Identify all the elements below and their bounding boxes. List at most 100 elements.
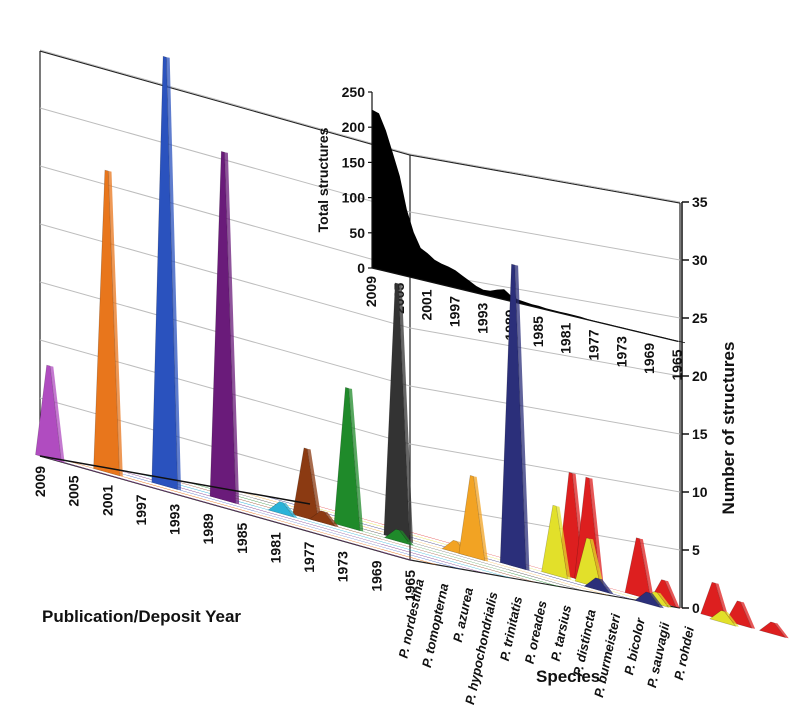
ribbon-p-hypochondrialis — [113, 151, 487, 574]
ribbon-base-p-azurea — [89, 464, 463, 570]
species-label-p-sauvagii: P. sauvagii — [644, 621, 673, 689]
inset-x-tick-label: 1985 — [530, 316, 546, 347]
year-tick-label: 1997 — [133, 494, 149, 525]
ribbon-p-nordestina — [35, 364, 414, 561]
floor-side-edge — [409, 559, 681, 609]
gridline — [39, 339, 681, 493]
peak-p-sauvagii-1957 — [709, 610, 737, 627]
peak-p-bicolor-1979 — [499, 263, 527, 571]
peak-side-p-rohdei — [639, 538, 655, 601]
peak-p-hypochondrialis-1996 — [209, 151, 237, 504]
species-label-p-tarsius: P. tarsius — [548, 604, 574, 663]
ribbon-p-oreades — [162, 447, 536, 583]
peak-side-p-sauvagii — [556, 506, 571, 580]
year-tick-label: 1969 — [368, 560, 384, 591]
gridline — [39, 223, 681, 377]
peak-p-nordestina-2008 — [35, 364, 62, 463]
peak-side-p-oreades — [324, 511, 339, 527]
peak-side-p-bicolor — [514, 265, 530, 571]
year-tick-label: 1977 — [301, 541, 317, 572]
peak-p-burmeisteri-1981 — [458, 475, 486, 562]
inset-x-tick-label: 1981 — [558, 322, 574, 353]
peak-side-p-distincta — [398, 283, 413, 543]
year-tick-label: 1989 — [200, 513, 216, 544]
peak-side-p-rohdei — [740, 601, 756, 629]
ribbon-p-trinitatis — [138, 473, 512, 578]
peak-side-p-bicolor — [649, 592, 664, 609]
value-axis-tick-label: 25 — [692, 310, 708, 326]
peak-side-p-sauvagii — [589, 538, 605, 589]
value-axis-tick-label: 0 — [692, 600, 700, 616]
inset-y-tick-label: 200 — [342, 119, 366, 135]
value-axis-tick-label: 10 — [692, 484, 708, 500]
value-axis-tick-label: 35 — [692, 194, 708, 210]
peak-side-p-rohdei — [664, 580, 680, 608]
inset-x-tick-label: 1997 — [447, 296, 463, 327]
inset-x-tick-label: 1973 — [613, 336, 629, 367]
ribbon-base-p-trinitatis — [138, 473, 512, 578]
peak-side-p-nordestina — [50, 366, 65, 463]
inset-y-tick-label: 150 — [342, 154, 366, 170]
value-axis-tick-label: 30 — [692, 252, 708, 268]
inset-x-tick-label: 2001 — [419, 289, 435, 320]
peak-side-p-rohdei — [774, 622, 789, 639]
value-axis-tick-label: 5 — [692, 542, 700, 558]
peak-p-sauvagii-1977 — [541, 504, 568, 580]
inset-y-tick-label: 0 — [357, 260, 365, 276]
value-axis-tick-label: 20 — [692, 368, 708, 384]
species-ribbons — [35, 55, 789, 639]
peak-p-tomopterna-2004 — [93, 169, 120, 477]
species-label-p-azurea: P. azurea — [450, 586, 476, 643]
peak-side-p-tarsius — [348, 388, 364, 532]
year-tick-label: 1973 — [335, 551, 351, 582]
value-axis-tick-label: 15 — [692, 426, 708, 442]
inset-x-axis — [371, 267, 679, 343]
peak-side-p-tomopterna — [108, 171, 123, 477]
peak-side-p-hypochondrialis — [224, 152, 240, 505]
ribbon-p-tomopterna — [64, 169, 438, 565]
inset-x-tick-label: 1965 — [669, 349, 685, 380]
peak-p-oreades-1990 — [308, 510, 337, 527]
inset-x-tick-label: 1977 — [586, 329, 602, 360]
year-tick-label: 2001 — [99, 485, 115, 516]
year-tick-label: 1965 — [402, 570, 418, 601]
wall-top-edge-left — [39, 50, 411, 156]
peak-side-p-trinitatis — [282, 502, 298, 518]
inset-y-axis-title: Total structures — [315, 127, 331, 232]
wall-top-edge-right — [409, 154, 681, 204]
inset-y-tick-label: 100 — [342, 190, 366, 206]
chart-axes — [39, 201, 689, 609]
peak-side-p-bicolor — [598, 578, 614, 594]
gridline — [39, 281, 681, 435]
peak-side-p-azurea — [166, 57, 181, 491]
year-tick-label: 1993 — [167, 504, 183, 535]
year-axis-title: Publication/Deposit Year — [42, 607, 241, 626]
inset-x-tick-label: 2009 — [363, 276, 379, 307]
inset-y-tick-label: 50 — [349, 225, 365, 241]
peak-side-p-rohdei — [589, 478, 604, 587]
peak-p-rohdei-1954 — [758, 621, 787, 639]
species-axis-title: Species — [536, 667, 600, 686]
species-label-p-oreades: P. oreades — [522, 599, 550, 665]
ribbon-p-azurea — [89, 55, 463, 570]
peak-p-bicolor-1969 — [583, 577, 611, 595]
peak-side-p-sauvagii — [657, 592, 672, 608]
peak-p-azurea-2000 — [151, 55, 179, 490]
species-label-p-trinitatis: P. trinitatis — [497, 595, 525, 662]
year-axis-line — [39, 455, 311, 505]
species-label-p-rohdei: P. rohdei — [671, 625, 697, 681]
peak-side-p-burmeisteri — [473, 476, 488, 562]
peak-p-tarsius-1990 — [333, 387, 361, 532]
peak-p-bicolor-1963 — [634, 591, 662, 609]
year-tick-label: 1985 — [234, 522, 250, 553]
year-tick-label: 2009 — [32, 466, 48, 497]
ribbon-base-p-oreades — [162, 477, 536, 583]
year-tick-label: 2005 — [66, 475, 82, 506]
ribbon-base-p-nordestina — [40, 456, 414, 561]
peak-side-p-oreades — [307, 448, 322, 523]
peak-p-tarsius-1984 — [383, 528, 412, 546]
ribbon-base-p-tomopterna — [64, 460, 438, 565]
species-label-p-bicolor: P. bicolor — [621, 616, 648, 676]
